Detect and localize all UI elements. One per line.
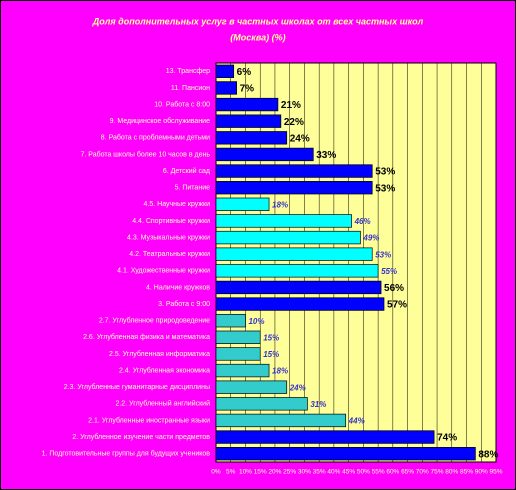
x-tick-label: 20%	[268, 469, 281, 476]
data-label: 53%	[375, 183, 395, 194]
bar	[215, 380, 288, 394]
y-tick-label: 9. Медицинское обслуживание	[110, 117, 210, 125]
bar	[215, 64, 235, 78]
x-tick-label: 0%	[211, 469, 221, 476]
bar	[215, 131, 288, 145]
y-tick-label: 4. Наличие кружков	[146, 284, 210, 291]
y-tick-label: 4.4. Спортивные кружки	[132, 218, 210, 225]
x-tick-label: 65%	[401, 469, 414, 476]
data-label: 15%	[263, 333, 279, 342]
data-label: 7%	[240, 84, 255, 95]
bar	[215, 280, 382, 295]
bar	[215, 363, 270, 378]
y-tick-label: 2.3. Углубленные гуманитарные дисциплины	[64, 383, 210, 391]
bar	[215, 347, 261, 361]
y-tick-label: 2.7. Углубленное природоведение	[99, 317, 210, 325]
bar	[215, 247, 373, 261]
data-label: 24%	[290, 133, 310, 144]
data-label: 88%	[478, 449, 498, 460]
y-tick-label: 4.5. Научные кружки	[144, 201, 211, 208]
y-tick-label: 2.5. Углубленная информатика	[109, 350, 210, 358]
y-tick-label: 13. Трансфер	[166, 68, 210, 75]
data-label: 46%	[354, 217, 371, 226]
y-tick-label: 2. Углубленное изучение части предметов	[72, 433, 210, 441]
data-label: 74%	[437, 433, 457, 444]
x-tick-label: 70%	[416, 469, 429, 476]
data-label: 18%	[272, 367, 288, 376]
x-tick-label: 50%	[357, 469, 370, 476]
y-tick-label: 2.1. Углубленные иностранные языки	[88, 416, 210, 424]
data-label: 56%	[384, 283, 404, 294]
y-tick-label: 4.2. Театральные кружки	[129, 251, 210, 258]
x-tick-label: 5%	[226, 469, 236, 476]
x-tick-label: 25%	[283, 469, 296, 476]
bar	[215, 147, 314, 162]
data-label: 44%	[348, 417, 365, 426]
bar	[215, 297, 385, 311]
x-tick-label: 45%	[342, 469, 355, 476]
data-label: 53%	[375, 167, 395, 178]
y-tick-label: 2.2. Углубленный английский	[115, 400, 210, 408]
bar	[215, 214, 352, 228]
data-label: 18%	[272, 200, 288, 209]
x-tick-label: 75%	[431, 469, 444, 476]
y-tick-label: 5. Питание	[175, 185, 211, 192]
data-label: 49%	[362, 234, 379, 243]
x-tick-label: 80%	[445, 469, 458, 476]
bar	[215, 81, 237, 95]
plot-area	[215, 62, 497, 463]
bar	[215, 264, 379, 278]
chart-subtitle: (Москва) (%)	[230, 32, 285, 42]
bar	[215, 397, 308, 411]
x-tick-label: 90%	[475, 469, 488, 476]
y-tick-label: 2.4. Углубленная экономика	[119, 366, 210, 374]
bar	[215, 197, 270, 211]
y-tick-label: 1. Подготовительные группы для будущих у…	[42, 450, 211, 458]
data-label: 6%	[237, 67, 252, 78]
bar	[215, 330, 261, 344]
y-tick-label: 4.3. Музыкальные кружки	[127, 234, 210, 241]
x-tick-label: 30%	[298, 469, 311, 476]
bar	[215, 413, 347, 428]
bar	[215, 114, 282, 128]
x-tick-label: 55%	[372, 469, 385, 476]
y-tick-label: 10. Работа с 8:00	[154, 100, 210, 108]
x-tick-label: 85%	[460, 469, 473, 476]
bar	[215, 230, 361, 245]
y-tick-label: 8. Работа с проблемными детьми	[101, 134, 210, 142]
data-label: 57%	[387, 300, 407, 311]
y-tick-label: 4.1. Художественные кружки	[117, 268, 210, 275]
bar	[215, 430, 435, 444]
data-label: 55%	[381, 267, 397, 276]
bar	[215, 447, 476, 461]
data-label: 15%	[263, 350, 279, 359]
y-tick-label: 6. Детский сад	[163, 167, 210, 175]
bar	[215, 181, 373, 195]
data-label: 10%	[248, 317, 264, 326]
chart-title: Доля дополнительных услуг в частных школ…	[92, 16, 424, 26]
x-tick-label: 35%	[313, 469, 326, 476]
y-tick-label: 3. Работа с 9:00	[158, 300, 210, 308]
y-tick-label: 11. Пансион	[171, 85, 210, 92]
data-label: 31%	[310, 400, 326, 409]
x-tick-label: 60%	[386, 469, 399, 476]
bar	[215, 164, 373, 178]
bar	[215, 314, 246, 328]
data-label: 53%	[375, 250, 391, 259]
y-tick-label: 7. Работа школы более 10 часов в день	[80, 150, 210, 158]
data-label: 22%	[284, 117, 304, 128]
bar	[215, 97, 279, 112]
x-tick-label: 10%	[239, 469, 252, 476]
data-label: 33%	[316, 150, 336, 161]
x-tick-label: 95%	[489, 469, 502, 476]
data-label: 24%	[289, 383, 306, 392]
x-tick-label: 40%	[327, 469, 340, 476]
x-tick-label: 15%	[254, 469, 267, 476]
data-label: 21%	[281, 100, 301, 111]
y-tick-label: 2.6. Углубленная физика и математика	[83, 333, 210, 341]
